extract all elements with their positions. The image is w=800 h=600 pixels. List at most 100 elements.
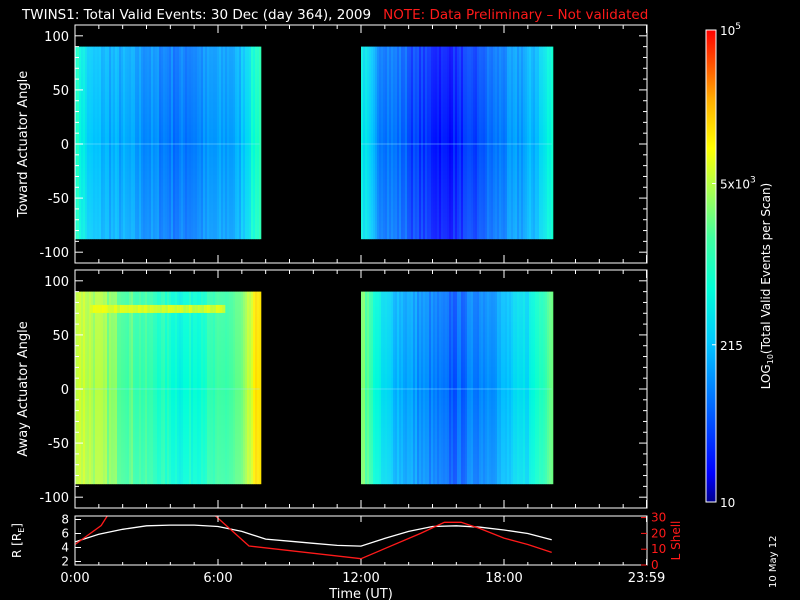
bright-band — [192, 304, 196, 313]
orbit-frame — [74, 515, 648, 566]
bright-band — [93, 304, 97, 313]
colorbar-tick-label: 5x103 — [720, 176, 756, 192]
bright-band — [183, 304, 187, 313]
colorbar-tick-exp: 3 — [750, 176, 756, 186]
colorbar-label-main: LOG — [759, 364, 773, 389]
x-tick-label: 23:59 — [628, 571, 665, 586]
y-tick-label: -100 — [39, 491, 69, 506]
bright-band — [126, 304, 130, 313]
y-tick-label: -50 — [48, 437, 69, 452]
y-tick-label: 0 — [61, 383, 69, 398]
bright-band — [147, 304, 151, 313]
bright-band — [198, 304, 202, 313]
bright-band — [165, 304, 169, 313]
right-tick-label: 0 — [651, 558, 659, 572]
colorbar-tick-base: 5x10 — [720, 178, 750, 192]
left-tick-label: 8 — [61, 513, 69, 527]
right-tick-label: 30 — [651, 511, 666, 525]
y-tick-label: 50 — [52, 329, 69, 344]
bright-band — [201, 304, 205, 313]
colorbar-label: LOG10(Total Valid Events per Scan) — [759, 183, 775, 390]
colorbar-tick-base: 10 — [720, 496, 735, 510]
x-tick-label: 6:00 — [203, 571, 232, 586]
bright-band — [141, 304, 145, 313]
bright-band — [174, 304, 178, 313]
title-main: TWINS1: Total Valid Events: 30 Dec (day … — [22, 7, 372, 23]
bright-band — [213, 304, 217, 313]
bright-band — [216, 304, 220, 313]
colorbar-tick-exp: 5 — [735, 22, 741, 32]
bright-band — [159, 304, 163, 313]
chart-title: TWINS1: Total Valid Events: 30 Dec (day … — [22, 7, 648, 23]
left-axis-label-sub: E — [17, 528, 26, 533]
colorbar-tick-base: 10 — [720, 24, 735, 38]
x-tick-label: 12:00 — [342, 571, 379, 586]
r-series-line — [75, 524, 552, 547]
bright-band — [219, 304, 223, 313]
y-tick-label: 100 — [44, 275, 69, 290]
bright-band — [162, 304, 166, 313]
bright-band — [99, 304, 103, 313]
heatmap-column — [551, 291, 554, 485]
bright-band — [123, 304, 127, 313]
bright-band — [138, 304, 142, 313]
bright-band — [204, 304, 208, 313]
y-tick-label: 50 — [52, 84, 69, 99]
bright-band — [153, 304, 157, 313]
heatmap-block — [75, 291, 262, 485]
bright-band — [189, 304, 193, 313]
bright-band — [129, 304, 133, 313]
heatmap-column — [259, 291, 262, 485]
heatmap-block — [75, 46, 262, 240]
bright-band — [102, 304, 106, 313]
bright-band — [168, 304, 172, 313]
heatmap-shading — [75, 46, 260, 240]
y-axis-label: Toward Actuator Angle — [16, 71, 31, 218]
bright-band — [180, 304, 184, 313]
bright-band — [132, 304, 136, 313]
bright-band — [207, 304, 211, 313]
lshell-series-line — [75, 516, 552, 560]
x-tick-label: 0:00 — [60, 571, 89, 586]
bright-band — [111, 304, 115, 313]
left-tick-label: 4 — [61, 541, 69, 555]
title-note: NOTE: Data Preliminary – Not validated — [383, 7, 649, 23]
colorbar-tick-label: 215 — [720, 339, 743, 353]
toward-panel: 100 50 0 -50 -100 Toward Actuator Angle — [16, 24, 648, 264]
left-tick-label: 2 — [61, 555, 69, 569]
colorbar-label-rest: (Total Valid Events per Scan) — [759, 183, 773, 354]
colorbar-tick-label: 105 — [720, 22, 741, 38]
colorbar-label-sub: 10 — [766, 354, 775, 364]
bright-band — [120, 304, 124, 313]
right-tick-label: 10 — [651, 542, 666, 556]
bright-band — [96, 304, 100, 313]
away-panel: 100 50 0 -50 -100 Away Actuator Angle — [16, 269, 648, 509]
colorbar-gradient — [705, 29, 717, 503]
bright-band — [144, 304, 148, 313]
y-tick-label: 100 — [44, 30, 69, 45]
left-axis-label-main: R [R — [10, 533, 24, 558]
bright-band — [186, 304, 190, 313]
heatmap-column — [551, 46, 554, 240]
bright-band — [90, 304, 94, 313]
x-tick-label: 18:00 — [485, 571, 522, 586]
y-tick-label: 0 — [61, 138, 69, 153]
heatmap-shading — [75, 291, 260, 485]
left-axis-label-end: ] — [10, 523, 24, 528]
bright-band — [135, 304, 139, 313]
heatmap-block — [361, 291, 554, 485]
y-axis-label: Away Actuator Angle — [16, 321, 31, 456]
bright-band — [210, 304, 214, 313]
y-tick-label: -50 — [48, 192, 69, 207]
right-tick-label: 20 — [651, 526, 666, 540]
heatmap-shading — [361, 291, 552, 485]
colorbar-tick-base: 215 — [720, 339, 743, 353]
bright-band — [117, 304, 121, 313]
bright-band — [105, 304, 109, 313]
left-tick-label: 6 — [61, 527, 69, 541]
y-tick-label: -100 — [39, 246, 69, 261]
heatmap-column — [259, 46, 262, 240]
